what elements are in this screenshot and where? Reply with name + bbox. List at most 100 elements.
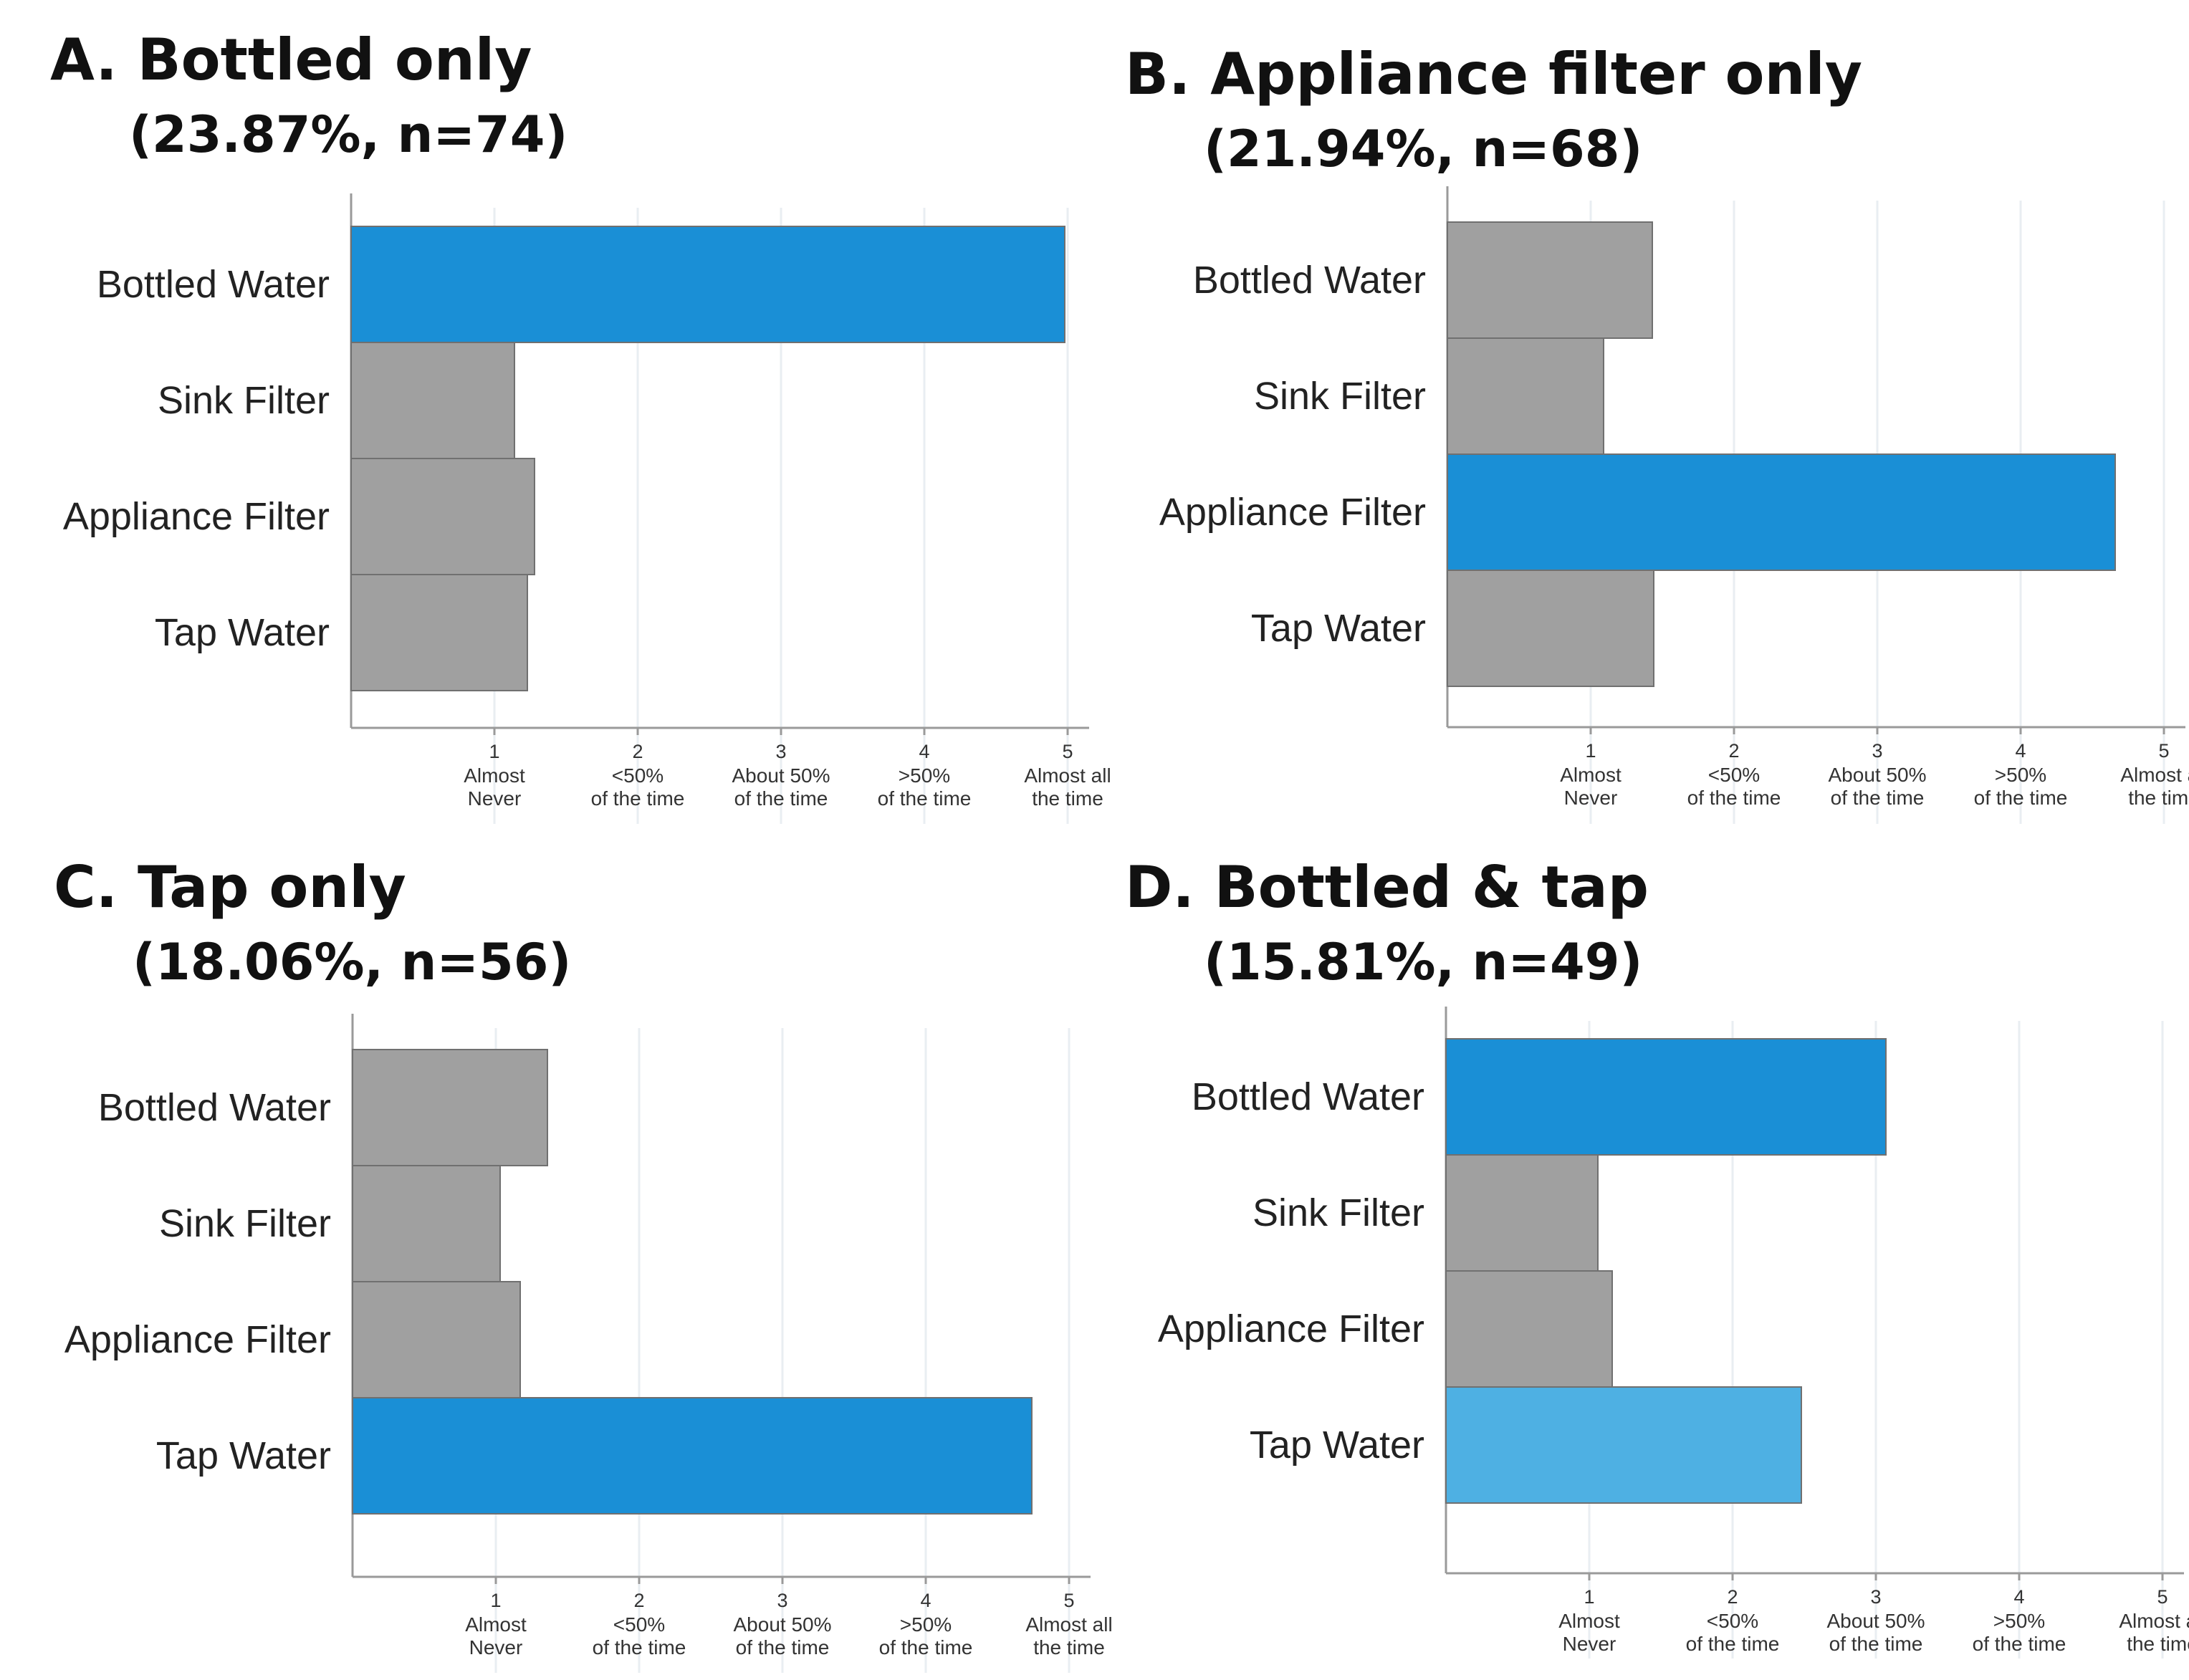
x-tick-label: <50%	[1708, 764, 1760, 786]
bar-chart: Bottled Water Sink Filter Appliance Filter…	[63, 193, 1111, 824]
category-label: Tap Water	[1251, 607, 1426, 650]
x-tick-value: 3	[1872, 740, 1882, 762]
chart-panel-a: A. Bottled only (23.87%, n=74) Bottled W…	[14, 29, 1111, 853]
category-label: Appliance Filter	[64, 1318, 331, 1361]
x-tick-label: of the time	[1687, 787, 1781, 809]
category-label: Appliance Filter	[1159, 491, 1426, 534]
x-tick-label: of the time	[1831, 787, 1925, 809]
x-tick-label: the time	[1032, 787, 1103, 810]
x-tick-value: 2	[1728, 740, 1739, 762]
x-tick-label: Never	[1564, 787, 1618, 809]
x-tick-value: 4	[920, 1590, 931, 1611]
bar-chart: Bottled Water Sink Filter Appliance Filter…	[1158, 1007, 2189, 1659]
x-tick-value: 1	[490, 1590, 501, 1611]
x-tick-label: About 50%	[1827, 1610, 1925, 1632]
x-tick-label: of the time	[591, 787, 685, 810]
chart-panel-b: B. Appliance filter only (21.94%, n=68) …	[1103, 29, 2189, 853]
x-tick-label: Almost	[464, 764, 525, 787]
x-tick-value: 2	[1727, 1586, 1738, 1608]
x-tick-label: Almost	[1560, 764, 1622, 786]
x-tick-label: <50%	[612, 764, 664, 787]
x-tick-value: 5	[2158, 740, 2169, 762]
x-tick-label: the time	[2128, 787, 2189, 809]
category-label: Sink Filter	[158, 379, 330, 422]
chart-subtitle: (15.81%, n=49)	[1204, 933, 1643, 992]
x-tick-value: 4	[919, 741, 929, 762]
x-tick-value: 1	[1585, 740, 1596, 762]
x-tick-value: 5	[2157, 1586, 2168, 1608]
x-tick-label: About 50%	[732, 764, 830, 787]
bar	[350, 342, 515, 459]
x-tick-label: Never	[1563, 1633, 1616, 1655]
x-tick-label: Almost	[465, 1613, 527, 1636]
bar-chart: Bottled Water Sink Filter Appliance Filter…	[1159, 186, 2189, 824]
x-tick-label: About 50%	[734, 1613, 832, 1636]
x-tick-label: of the time	[736, 1636, 830, 1659]
category-label: Appliance Filter	[1158, 1307, 1424, 1350]
x-tick-label: >50%	[900, 1613, 952, 1636]
bar	[1445, 1270, 1613, 1388]
bar	[352, 1165, 501, 1282]
category-label: Sink Filter	[159, 1202, 331, 1245]
x-tick-label: of the time	[734, 787, 828, 810]
x-tick-label: >50%	[1995, 764, 2046, 786]
bar-chart: Bottled Water Sink Filter Appliance Filter…	[64, 1014, 1113, 1673]
x-tick-value: 5	[1062, 741, 1073, 762]
bar	[350, 226, 1065, 343]
category-label: Bottled Water	[1192, 1075, 1424, 1118]
chart-panel-c: C. Tap only (18.06%, n=56) Bottled Water…	[14, 854, 1113, 1680]
x-tick-label: of the time	[1974, 787, 2068, 809]
x-tick-label: >50%	[899, 764, 950, 787]
x-tick-label: of the time	[878, 787, 972, 810]
bar	[1447, 337, 1604, 455]
chart-panel-d: D. Bottled & tap (15.81%, n=49) Bottled …	[1103, 856, 2189, 1680]
bar	[1445, 1386, 1802, 1504]
x-tick-label: of the time	[1973, 1633, 2066, 1655]
x-tick-label: of the time	[1829, 1633, 1923, 1655]
bar	[1445, 1154, 1599, 1272]
x-tick-label: <50%	[613, 1613, 665, 1636]
x-tick-label: the time	[1033, 1636, 1105, 1659]
bar	[352, 1281, 521, 1398]
x-tick-value: 5	[1063, 1590, 1074, 1611]
x-tick-label: Never	[468, 787, 522, 810]
category-label: Tap Water	[1250, 1424, 1424, 1467]
x-tick-label: <50%	[1707, 1610, 1758, 1632]
bar	[350, 574, 528, 691]
chart-title: C. Tap only	[54, 854, 406, 921]
category-label: Sink Filter	[1252, 1191, 1424, 1234]
chart-subtitle: (23.87%, n=74)	[129, 105, 568, 164]
category-label: Tap Water	[155, 611, 330, 654]
chart-title: B. Appliance filter only	[1125, 41, 1862, 107]
bar	[350, 458, 535, 575]
x-tick-value: 2	[633, 1590, 644, 1611]
x-tick-value: 1	[489, 741, 499, 762]
x-tick-value: 3	[777, 1590, 787, 1611]
x-tick-label: >50%	[1993, 1610, 2045, 1632]
bar	[352, 1049, 548, 1166]
x-tick-value: 1	[1584, 1586, 1594, 1608]
category-label: Bottled Water	[97, 263, 330, 306]
x-tick-label: of the time	[1686, 1633, 1780, 1655]
x-tick-value: 2	[632, 741, 643, 762]
category-label: Tap Water	[156, 1434, 331, 1477]
x-tick-label: Almost all	[1024, 764, 1111, 787]
category-label: Bottled Water	[98, 1086, 331, 1129]
x-tick-value: 3	[1870, 1586, 1881, 1608]
bar	[1447, 221, 1653, 339]
x-tick-label: Almost all	[1025, 1613, 1112, 1636]
x-tick-label: Almost all	[2120, 764, 2189, 786]
chart-title: D. Bottled & tap	[1125, 854, 1649, 921]
chart-subtitle: (21.94%, n=68)	[1204, 120, 1643, 178]
bar	[1445, 1038, 1887, 1156]
x-tick-value: 4	[2015, 740, 2026, 762]
x-tick-label: Almost	[1558, 1610, 1620, 1632]
x-tick-value: 3	[775, 741, 786, 762]
x-tick-label: of the time	[879, 1636, 973, 1659]
chart-subtitle: (18.06%, n=56)	[133, 933, 572, 992]
x-tick-label: of the time	[593, 1636, 686, 1659]
x-tick-value: 4	[2013, 1586, 2024, 1608]
category-label: Bottled Water	[1193, 259, 1426, 302]
x-tick-label: Almost all	[2119, 1610, 2189, 1632]
bar	[1447, 453, 2116, 571]
